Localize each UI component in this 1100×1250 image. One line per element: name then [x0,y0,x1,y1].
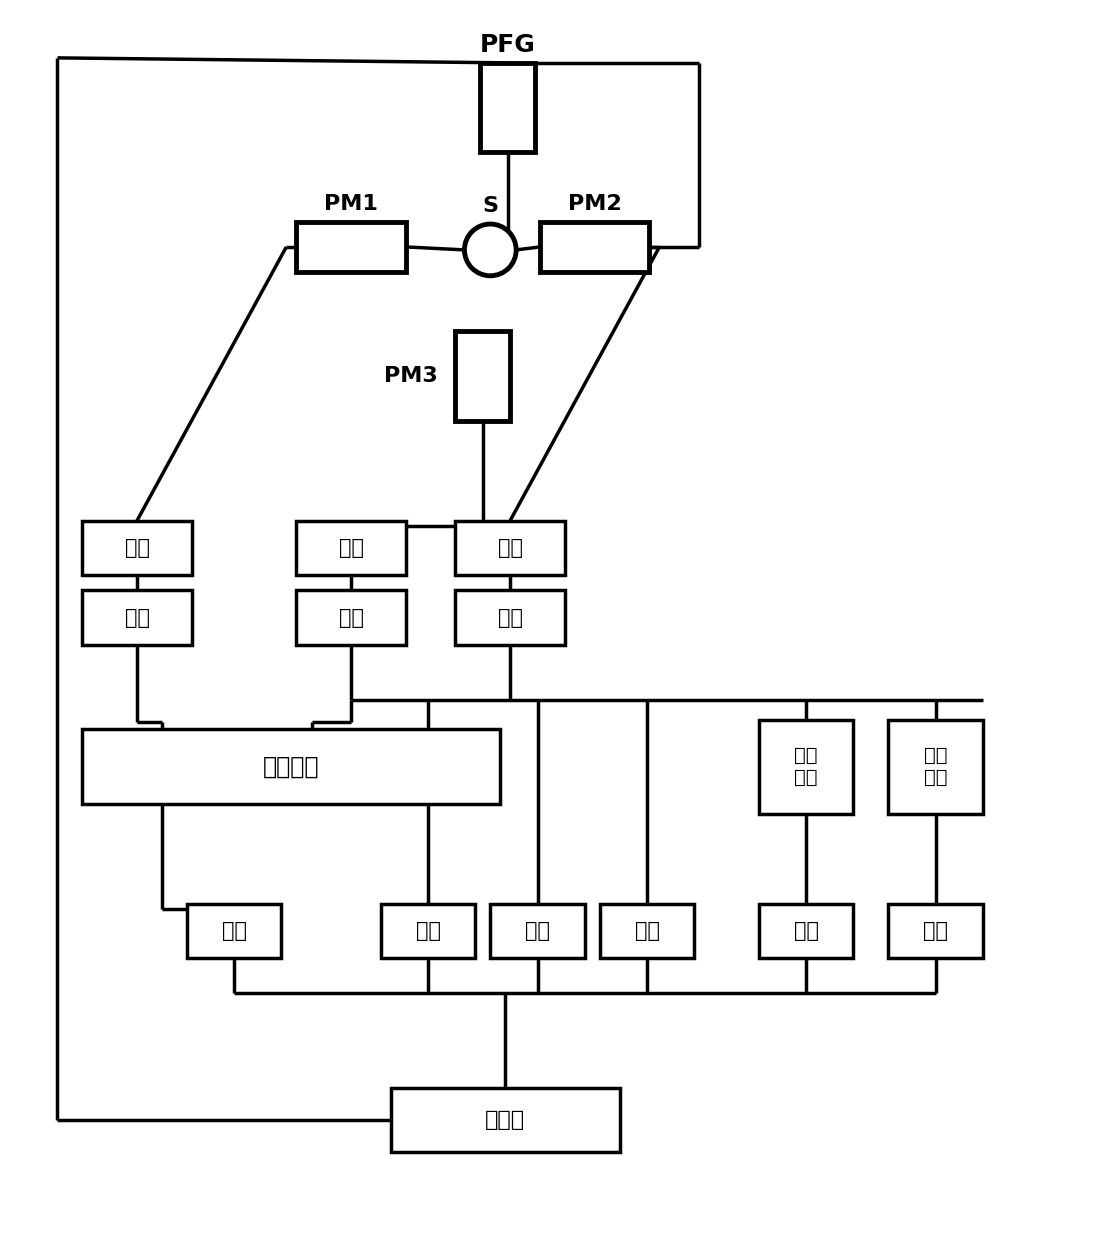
Text: PM2: PM2 [568,194,622,214]
Text: 双重
符合: 双重 符合 [924,746,947,788]
Text: 计算机: 计算机 [485,1110,526,1130]
Bar [759,720,854,814]
Text: 放大: 放大 [124,538,150,558]
Bar [455,331,510,421]
Bar [187,904,282,959]
Text: 放大: 放大 [339,538,363,558]
Bar [296,222,406,271]
Text: 双重
符合: 双重 符合 [794,746,818,788]
Text: 三重符合: 三重符合 [263,755,320,779]
Bar [600,904,694,959]
Text: 单道: 单道 [124,608,150,628]
Bar [82,590,191,645]
Text: 计数: 计数 [635,921,660,941]
Bar [296,520,406,575]
Bar [481,62,535,152]
Bar [82,520,191,575]
Text: 计数: 计数 [923,921,948,941]
Bar [381,904,475,959]
Text: 单道: 单道 [339,608,363,628]
Bar [455,520,565,575]
Bar [296,590,406,645]
Circle shape [464,224,516,276]
Bar [759,904,854,959]
Text: 计数: 计数 [416,921,441,941]
Text: 计数: 计数 [221,921,246,941]
Bar [889,720,982,814]
Bar [491,904,585,959]
Bar [390,1088,619,1152]
Bar [455,590,565,645]
Text: PFG: PFG [480,32,536,58]
Text: 单道: 单道 [497,608,522,628]
Text: 放大: 放大 [497,538,522,558]
Text: PM1: PM1 [324,194,378,214]
Text: PM3: PM3 [384,366,438,386]
Bar [82,730,500,804]
Bar [540,222,649,271]
Text: S: S [482,196,498,216]
Text: 计数: 计数 [525,921,550,941]
Text: 计数: 计数 [794,921,818,941]
Bar [889,904,982,959]
